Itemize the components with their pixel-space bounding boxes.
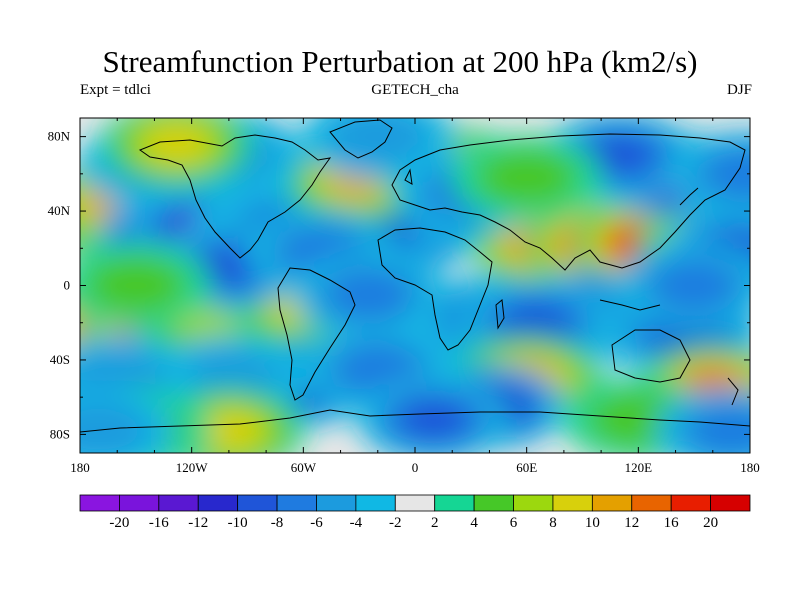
anomaly-contour bbox=[326, 118, 429, 167]
colorbar-label: 2 bbox=[431, 515, 439, 531]
anomaly-contour bbox=[705, 150, 750, 198]
lon-tick-label: 180 bbox=[70, 460, 90, 475]
colorbar-swatch bbox=[119, 494, 160, 512]
anomaly-contour bbox=[327, 271, 410, 319]
lat-tick-label: 80S bbox=[50, 426, 70, 441]
anomaly-contour bbox=[194, 410, 264, 451]
colorbar-label: 4 bbox=[470, 515, 478, 531]
experiment-label: Expt = tdlci bbox=[80, 82, 151, 98]
lon-tick-label: 60W bbox=[291, 460, 317, 475]
coastlines bbox=[80, 119, 750, 433]
colorbar-swatch bbox=[158, 494, 199, 512]
axis-ticks bbox=[79, 118, 751, 453]
anomaly-field bbox=[80, 118, 750, 453]
lon-tick-label: 180 bbox=[740, 460, 760, 475]
colorbar-label: 20 bbox=[703, 515, 718, 531]
lon-tick-label: 120E bbox=[625, 460, 653, 475]
longitude-labels: 180 120W 60W 0 60E 120E 180 bbox=[70, 460, 760, 475]
anomaly-contour bbox=[690, 407, 750, 453]
colorbar-label: -4 bbox=[350, 515, 363, 531]
colorbar-swatch bbox=[316, 494, 357, 512]
colorbar-swatch bbox=[434, 494, 475, 512]
lon-tick-label: 0 bbox=[412, 460, 419, 475]
season-label: DJF bbox=[726, 82, 752, 98]
lat-tick-label: 0 bbox=[64, 278, 71, 293]
colorbar-swatch bbox=[670, 494, 711, 512]
colorbar-swatch bbox=[276, 494, 317, 512]
colorbar-label: 16 bbox=[664, 515, 680, 531]
lat-tick-label: 40S bbox=[50, 352, 70, 367]
lon-tick-label: 120W bbox=[176, 460, 209, 475]
colorbar-swatch bbox=[79, 494, 120, 512]
colorbar-swatch bbox=[591, 494, 633, 512]
colorbar-label: -10 bbox=[228, 515, 248, 531]
chart-title: Streamfunction Perturbation at 200 hPa (… bbox=[102, 44, 698, 79]
anomaly-contour bbox=[475, 148, 578, 207]
colorbar bbox=[79, 494, 751, 512]
lat-tick-label: 40N bbox=[48, 203, 71, 218]
anomaly-contour bbox=[194, 246, 264, 288]
colorbar-swatch bbox=[237, 494, 278, 512]
anomaly-contour bbox=[142, 123, 212, 165]
anomaly-contour bbox=[398, 399, 469, 440]
colorbar-label: 8 bbox=[549, 515, 557, 531]
colorbar-label: 12 bbox=[624, 515, 639, 531]
colorbar-label: -2 bbox=[389, 515, 402, 531]
lat-tick-label: 80N bbox=[48, 129, 71, 144]
lon-tick-label: 60E bbox=[516, 460, 537, 475]
anomaly-contour bbox=[501, 302, 571, 344]
colorbar-swatch bbox=[355, 494, 396, 512]
colorbar-label: -6 bbox=[310, 515, 323, 531]
colorbar-label: -16 bbox=[149, 515, 169, 531]
dataset-label: GETECH_cha bbox=[371, 82, 459, 98]
colorbar-swatch bbox=[473, 494, 514, 512]
colorbar-label: 10 bbox=[585, 515, 600, 531]
anomaly-contour bbox=[84, 256, 188, 315]
latitude-labels: 80N 40N 0 40S 80S bbox=[48, 129, 71, 442]
anomaly-contour bbox=[80, 401, 150, 453]
anomaly-contour bbox=[585, 134, 655, 176]
colorbar-swatch bbox=[631, 494, 672, 512]
anomaly-contour bbox=[653, 261, 735, 310]
colorbar-label: 6 bbox=[510, 515, 518, 531]
colorbar-labels: -20 -16 -12 -10 -8 -6 -4 -2 2 4 6 8 10 12 16 20 bbox=[109, 515, 718, 531]
colorbar-swatch bbox=[197, 494, 239, 512]
colorbar-label: -12 bbox=[188, 515, 208, 531]
colorbar-label: -8 bbox=[271, 515, 284, 531]
colorbar-label: -20 bbox=[109, 515, 129, 531]
colorbar-swatch bbox=[710, 494, 751, 512]
colorbar-swatch bbox=[394, 494, 436, 512]
colorbar-swatch bbox=[513, 494, 554, 512]
anomaly-contour bbox=[337, 345, 419, 393]
colorbar-swatch bbox=[552, 494, 593, 512]
